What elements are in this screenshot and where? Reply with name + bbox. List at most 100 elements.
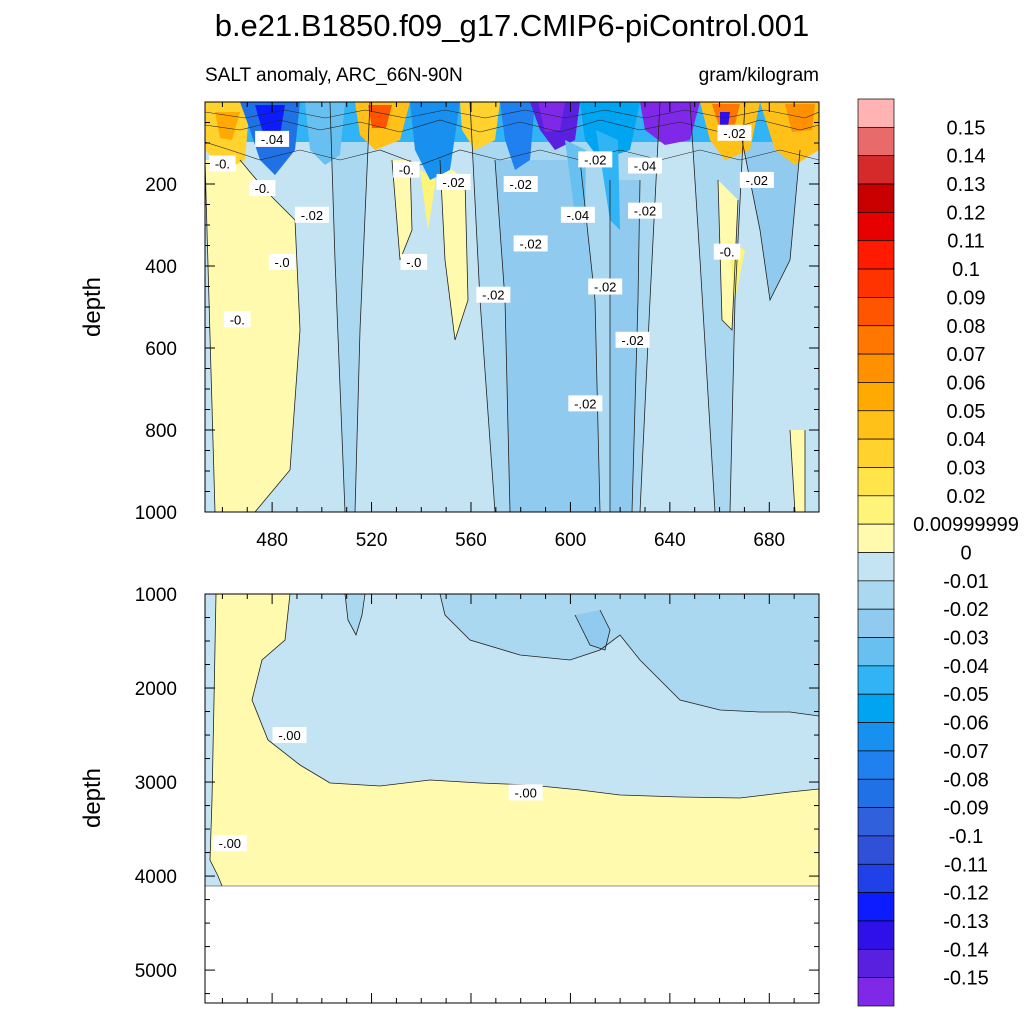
contour-label: -.04	[567, 208, 589, 223]
colorbar-swatch	[857, 467, 895, 497]
colorbar-swatch	[857, 892, 895, 922]
colorbar-swatch	[857, 977, 895, 1007]
lower-x-axis	[221, 594, 820, 1003]
colorbar-label: -0.03	[943, 628, 989, 650]
contour-label: -.02	[301, 208, 323, 223]
contour-label: -.00	[219, 836, 241, 851]
contour-label-box	[212, 835, 247, 852]
contour-label-box	[400, 253, 428, 270]
contour-label-box	[255, 130, 290, 147]
colorbar-swatch	[857, 183, 895, 213]
colorbar-label: 0.08	[947, 316, 986, 338]
colorbar-label: -0.15	[943, 968, 989, 990]
contour-label: -0.	[399, 163, 414, 178]
colorbar-label: -0.01	[943, 571, 989, 593]
left-subtitle: SALT anomaly, ARC_66N-90N	[205, 65, 463, 86]
colorbar-label: -0.05	[943, 684, 989, 706]
colorbar-label: 0.04	[947, 429, 986, 451]
colorbar-swatch	[857, 495, 895, 525]
colorbar-swatch	[857, 98, 895, 128]
contour-label-box	[713, 243, 741, 260]
contour-label: -.02	[482, 288, 504, 303]
colorbar-label: 0.09	[947, 287, 986, 309]
contour-label: -.0	[274, 255, 289, 270]
colorbar-swatch	[857, 552, 895, 582]
colorbar-label: -0.04	[943, 656, 989, 678]
contour-label: -0.	[230, 312, 245, 327]
colorbar-swatch	[857, 155, 895, 185]
upper-x-tick-label: 560	[455, 530, 487, 551]
contour-label-box	[508, 784, 543, 801]
upper-y-tick-label: 400	[145, 257, 177, 278]
contour-label-box	[209, 155, 236, 172]
colorbar-label: 0.03	[947, 457, 986, 479]
colorbar-label: 0.00999999	[913, 514, 1019, 536]
lower-y-tick-label: 1000	[135, 585, 177, 606]
contour-label: -.00	[278, 728, 300, 743]
colorbar-label: 0.12	[947, 202, 986, 224]
colorbar-swatch	[857, 382, 895, 412]
colorbar-label: -0.07	[943, 741, 989, 763]
contour-label-box	[627, 202, 662, 219]
colorbar-swatch	[857, 438, 895, 468]
colorbar-swatch	[857, 297, 895, 327]
colorbar-swatch	[857, 750, 895, 780]
colorbar-swatch	[857, 722, 895, 752]
contour-label: -.04	[261, 132, 283, 147]
upper-y-axis: 200 400 600 800 1000	[135, 101, 819, 524]
colorbar-label: 0.14	[947, 146, 986, 168]
lower-plot-frame	[204, 593, 820, 1004]
upper-x-axis: 480 520 560 600 640 680	[221, 102, 820, 551]
lower-y-tick-label: 4000	[135, 867, 177, 888]
upper-x-tick-label: 520	[356, 530, 388, 551]
colorbar: 0.15 0.14 0.13 0.12 0.11 0.1 0.09 0.08 0.07 0.06 0…	[857, 98, 1019, 1007]
colorbar-swatch	[857, 948, 895, 979]
colorbar-swatch	[857, 807, 895, 837]
colorbar-label: 0.13	[947, 174, 986, 196]
contour-label: -.02	[621, 333, 643, 348]
colorbar-label: 0.11	[947, 231, 984, 253]
contour-label: -.02	[723, 126, 745, 141]
upper-x-tick-label: 640	[654, 530, 686, 551]
contour-label-box	[436, 173, 471, 190]
colorbar-label: 0.05	[947, 401, 986, 423]
colorbar-label: 0.02	[947, 486, 986, 508]
colorbar-label: 0.1	[952, 259, 980, 281]
lower-contour-labels: -.00 -.00 -.00	[212, 727, 543, 852]
colorbar-label: 0.15	[947, 117, 986, 139]
colorbar-label: -0.06	[943, 713, 989, 735]
contour-label-box	[503, 176, 538, 192]
colorbar-label: -0.08	[943, 769, 989, 791]
colorbar-swatch	[857, 126, 895, 157]
colorbar-swatch	[857, 353, 895, 383]
contour-label-box	[739, 171, 774, 188]
contour-label: -.02	[594, 280, 616, 295]
colorbar-label: 0.06	[947, 372, 986, 394]
colorbar-swatch	[857, 325, 895, 355]
contour-label-box	[476, 286, 511, 303]
upper-x-tick-label: 600	[555, 530, 587, 551]
colorbar-label: -0.12	[943, 883, 989, 905]
colorbar-swatch	[857, 523, 895, 553]
upper-contour-field	[205, 102, 819, 512]
contour-label: -.02	[442, 175, 464, 190]
colorbar-swatch	[857, 665, 895, 695]
contour-label-box	[578, 151, 613, 168]
colorbar-swatch	[857, 410, 895, 440]
contour-label: -.02	[634, 204, 656, 219]
contour-label: -.02	[584, 152, 606, 167]
contour-label-box	[513, 235, 548, 252]
colorbar-swatch	[857, 240, 895, 270]
contour-label-box	[294, 206, 329, 223]
contour-label-box	[272, 727, 307, 744]
colorbar-label: -0.02	[943, 599, 989, 621]
lower-y-tick-label: 5000	[135, 961, 177, 982]
upper-contour-labels: -.04 -0. -0. -.02 -.0 -.0 -0. -0. -.02 -.02 -.04 -.…	[209, 124, 774, 412]
contour-label: -.02	[519, 236, 541, 251]
contour-label: -.02	[509, 177, 531, 192]
contour-label-box	[560, 206, 595, 223]
contour-label-box	[615, 331, 650, 348]
lower-y-axis: 1000 2000 3000 4000 5000	[135, 585, 819, 995]
contour-label: -.00	[514, 785, 536, 800]
